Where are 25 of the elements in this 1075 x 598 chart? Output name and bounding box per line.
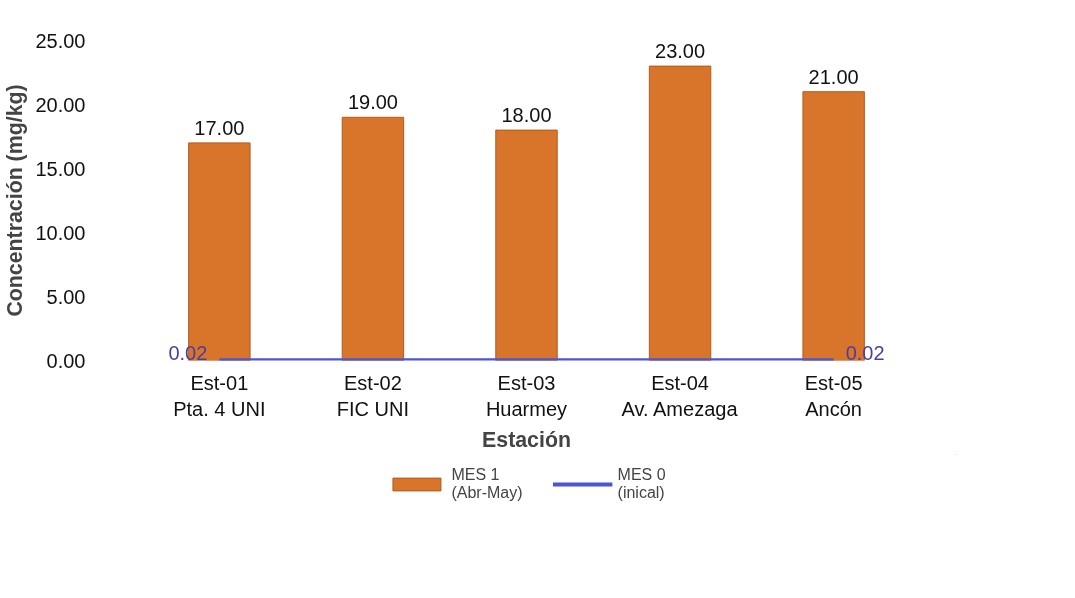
y-axis-title: Concentración (mg/kg) xyxy=(3,84,28,317)
x-tick-label: Est-02 FIC UNI xyxy=(336,371,410,420)
x-tick-label: Est-05 Ancón xyxy=(804,371,863,420)
data-label: 0.02 xyxy=(845,342,885,365)
x-tick-label: Est-03 Huarmey xyxy=(485,371,568,420)
data-label: 17.00 xyxy=(194,116,245,139)
y-tick-label: 0.00 xyxy=(46,349,86,372)
x-tick-label: Est-01 Pta. 4 UNI xyxy=(173,371,266,420)
data-label: 0.02 xyxy=(168,342,208,365)
x-tick-label: Est-04 Av. Amezaga xyxy=(621,371,739,420)
data-label: 18.00 xyxy=(501,104,552,127)
legend-label: MES 0 (inical) xyxy=(617,466,666,502)
data-label: 19.00 xyxy=(347,91,398,114)
y-tick-label: 15.00 xyxy=(35,157,86,180)
x-axis-title: Estación xyxy=(482,427,571,452)
y-tick-label: 10.00 xyxy=(35,221,86,244)
y-tick-label: 20.00 xyxy=(35,93,86,116)
y-tick-label: 25.00 xyxy=(35,29,86,52)
bar xyxy=(648,65,712,361)
bar xyxy=(341,116,405,361)
bar xyxy=(495,129,558,361)
data-label: 21.00 xyxy=(808,65,859,88)
legend-label: MES 1 (Abr-May) xyxy=(451,466,523,502)
data-label: 23.00 xyxy=(655,40,706,63)
y-tick-label: 5.00 xyxy=(46,285,86,308)
